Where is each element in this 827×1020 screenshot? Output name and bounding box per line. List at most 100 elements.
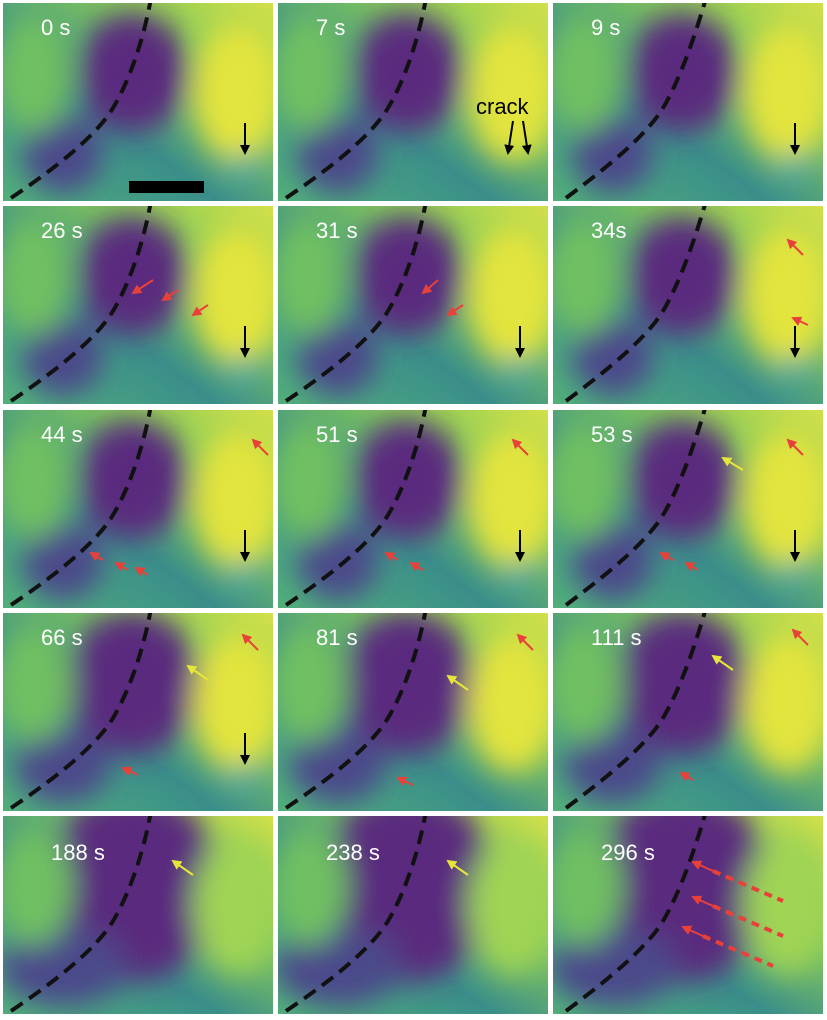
image-panel: 111 s [553,613,823,811]
arrow [679,771,694,782]
boundary-dash [9,410,153,607]
dash-trail [712,869,784,903]
green-region [3,826,73,946]
arrow [691,860,714,872]
blobs [3,613,273,803]
cell [225,561,261,589]
image-panel: 296 s [553,816,823,1014]
arrow [134,566,149,577]
yellow-region [193,633,273,773]
blobs [278,816,548,1006]
green-region [3,13,73,133]
boundary-dash [284,410,428,607]
arrows [89,238,809,876]
time-label: 51 s [316,422,358,447]
arrow [504,120,515,155]
green-region [278,826,348,946]
purple-region [23,316,103,396]
purple-region [628,420,738,540]
image-panel: 51 s [278,410,548,608]
arrow [521,120,532,155]
green-region [278,216,348,336]
arrow [516,633,534,651]
yellow-region [193,836,273,976]
arrow [721,456,744,471]
arrow [251,438,269,456]
image-panel: 66 s [3,613,273,811]
arrow [409,561,424,572]
purple-region [78,13,188,133]
purple-region [628,13,738,133]
purple-region [15,723,111,803]
time-label: 44 s [41,422,83,447]
green-region [3,420,73,540]
purple-region [78,216,188,336]
boundary-dash [564,816,707,1013]
arrow [791,316,809,326]
purple-region [342,613,474,755]
yellow-region [468,430,548,570]
arrow [659,551,674,562]
arrow [446,674,469,691]
purple-region [353,420,463,540]
yellow-region [743,226,823,366]
blobs [278,216,548,396]
blobs [553,13,823,193]
purple-region [298,113,378,193]
green-region [553,420,623,540]
image-panel: 9 s [553,3,823,201]
cell [500,357,536,385]
image-panel: 188 s [3,816,273,1014]
dash-trail [712,904,784,938]
purple-region [573,520,653,600]
yellow-region [193,430,273,570]
green-region [553,216,623,336]
arrow [511,438,529,456]
arrow [114,561,129,572]
cell [225,357,261,385]
image-panel: 44 s [3,410,273,608]
image-panel: 31 s [278,206,548,404]
arrow [241,633,259,651]
arrow [384,551,399,562]
time-label: 188 s [51,840,105,865]
purple-region [78,420,188,540]
cell [775,561,811,589]
yellow-region [743,836,823,976]
purple-region [553,926,677,1006]
yellow-region [193,23,273,163]
boundary-dash [284,206,428,403]
image-panel: 34s [553,206,823,404]
boundary-dash [9,3,153,200]
yellow-region [468,633,548,773]
green-region [278,13,348,133]
time-label: 31 s [316,218,358,243]
image-panel: 81 s [278,613,548,811]
arrow [186,664,209,681]
boundary-dash [9,613,153,810]
arrow [711,654,734,671]
blobs [553,613,823,803]
cell [225,154,261,182]
blobs [3,420,273,600]
time-label: 296 s [601,840,655,865]
arrow [786,438,804,456]
purple-region [628,216,738,336]
blobs [553,420,823,600]
purple-region [67,613,199,755]
time-label: 66 s [41,625,83,650]
boundary-dash [564,613,707,810]
arrow [446,304,464,317]
arrow [89,551,104,562]
boundary-dash [284,3,428,200]
purple-region [278,926,402,1006]
purple-region [298,520,378,600]
cell [500,561,536,589]
arrow [691,895,714,907]
yellow-region [468,226,548,366]
boundary-dash [564,410,707,607]
scale-bar [129,181,204,193]
purple-region [353,13,463,133]
purple-region [617,613,749,755]
